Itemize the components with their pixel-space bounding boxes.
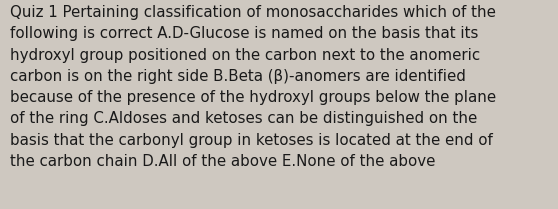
Text: Quiz 1 Pertaining classification of monosaccharides which of the
following is co: Quiz 1 Pertaining classification of mono…: [10, 5, 496, 169]
